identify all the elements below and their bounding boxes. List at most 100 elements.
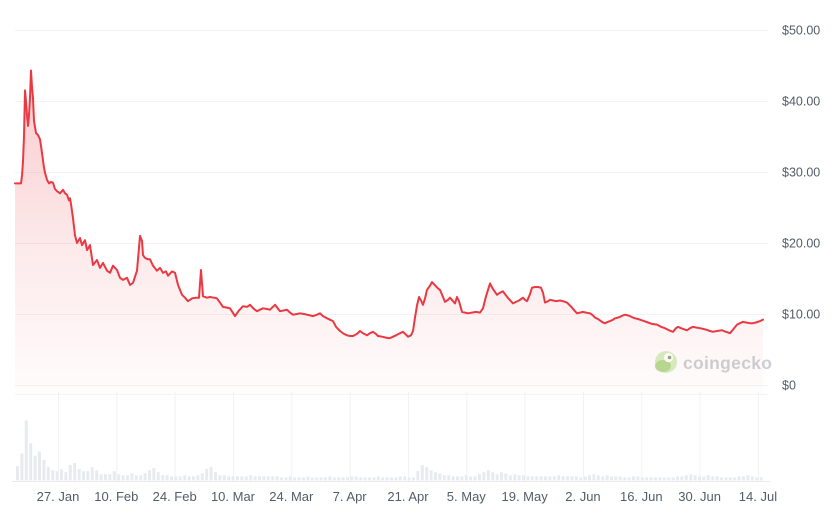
volume-bar [253,476,257,481]
volume-bar [359,477,363,481]
volume-bar [742,476,745,481]
volume-bar [319,477,323,481]
volume-bar [271,476,275,481]
volume-bar [16,466,19,481]
volume-bar [420,465,424,481]
volume-bar [64,472,68,481]
volume-bar [750,476,754,481]
volume-bar [42,459,46,481]
volume-bar [680,476,684,481]
volume-bar [231,476,235,481]
volume-bar [583,476,587,481]
volume-bar [258,476,261,481]
volume-bar [95,470,99,481]
volume-bar [473,476,477,481]
volume-bar [605,475,609,481]
x-tick-label: 30. Jun [678,489,721,504]
volume-bar [130,473,134,481]
volume-bar [29,443,33,481]
volume-bar [288,476,292,481]
volume-bar [86,471,90,481]
volume-bar [654,477,657,481]
volume-bar [530,476,534,481]
watermark-label: coingecko [683,353,772,373]
volume-bar [240,476,244,481]
volume-bar [658,477,662,481]
volume-bar [451,476,455,481]
volume-bar [693,475,697,481]
volume-bar [403,476,407,481]
volume-bar [341,477,345,481]
volume-bar [372,477,376,481]
volume-bar [337,477,341,481]
volume-bar [561,476,565,481]
volume-bar [156,472,160,481]
y-tick-label: $20.00 [782,237,820,251]
volume-bar [332,477,336,481]
volume-bar [535,476,539,481]
volume-bar [570,476,574,481]
volume-bar [720,477,723,481]
gecko-icon [655,351,677,373]
volume-bar [601,476,605,481]
volume-bar [552,476,556,481]
volume-bar [187,476,191,481]
volume-bar [746,475,750,481]
x-tick-label: 24. Feb [153,489,197,504]
volume-bar [491,472,495,481]
volume-bar [526,476,530,481]
volume-bar [196,475,200,481]
volume-bar [698,476,701,481]
volume-bar [68,465,72,481]
volume-bar [275,476,279,481]
volume-bar [469,476,473,481]
volume-bar [671,477,675,481]
volume-bars [16,420,763,481]
volume-bar [354,476,358,481]
volume-bar [522,475,525,481]
volume-bar [592,474,596,481]
volume-bar [579,477,583,481]
volume-bar [623,477,627,481]
volume-bar [442,475,446,481]
volume-bar [214,472,217,481]
volume-bar [174,476,178,481]
volume-bar [513,474,517,481]
volume-bar [249,475,253,481]
x-tick-label: 21. Apr [387,489,429,504]
volume-bar [733,477,737,481]
volume-bar [350,476,354,481]
volume-bar [614,476,618,481]
volume-bar [324,477,327,481]
volume-bar [33,455,37,481]
volume-bar [346,477,349,481]
volume-bar [104,474,107,481]
volume-bar [596,475,600,481]
volume-bar [99,474,103,481]
volume-bar [715,476,719,481]
volume-bar [121,475,125,481]
volume-bar [464,475,468,481]
volume-bar [126,475,129,481]
volume-bar [684,475,688,481]
x-tick-gridlines [58,392,759,481]
volume-bar [117,474,121,481]
x-tick-label: 14. Jul [739,489,777,504]
volume-bar [566,476,569,481]
volume-bar [627,477,631,481]
volume-bar [759,477,763,481]
volume-bar [662,477,666,481]
volume-bar [192,476,195,481]
price-area-fill [15,70,763,394]
volume-bar [293,477,297,481]
volume-bar [557,475,561,481]
volume-bar [218,475,222,481]
volume-bar [227,476,231,481]
volume-bar [548,476,552,481]
volume-bar [222,475,226,481]
volume-bar [632,476,635,481]
x-tick-label: 5. May [447,489,487,504]
volume-bar [645,477,649,481]
